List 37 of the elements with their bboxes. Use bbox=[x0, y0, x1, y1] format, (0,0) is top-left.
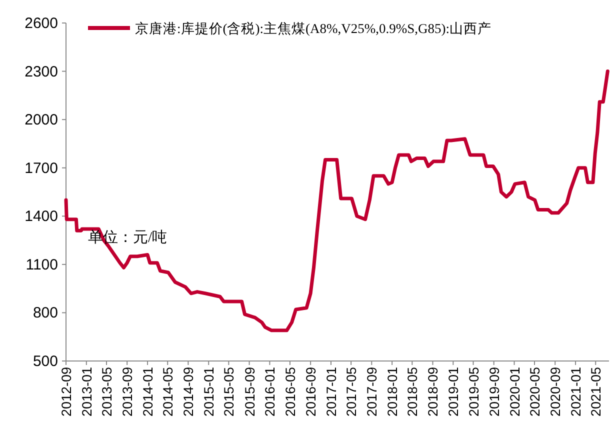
x-tick-label: 2016-01 bbox=[262, 367, 278, 417]
y-tick-label: 2300 bbox=[24, 63, 58, 80]
x-tick-label: 2018-01 bbox=[385, 367, 400, 417]
x-tick-label: 2018-09 bbox=[426, 367, 441, 417]
x-tick-label: 2013-09 bbox=[120, 367, 136, 417]
x-tick-label: 2012-09 bbox=[59, 367, 74, 417]
x-tick-label: 2020-05 bbox=[528, 367, 543, 417]
y-tick-label: 500 bbox=[32, 353, 58, 370]
x-tick-label: 2015-05 bbox=[222, 367, 237, 417]
x-tick-label: 2019-01 bbox=[446, 367, 462, 417]
x-tick-label: 2014-09 bbox=[181, 367, 196, 417]
x-tick-label: 2017-05 bbox=[344, 367, 360, 417]
x-tick-label: 2016-09 bbox=[304, 367, 319, 417]
x-tick-label: 2013-01 bbox=[79, 367, 94, 417]
x-tick-label: 2013-05 bbox=[100, 367, 115, 417]
x-tick-label: 2020-01 bbox=[507, 367, 522, 417]
x-tick-label: 2016-05 bbox=[282, 367, 298, 417]
x-tick-label: 2020-09 bbox=[548, 367, 564, 417]
x-tick-label: 2017-01 bbox=[324, 367, 339, 417]
legend-label: 京唐港:库提价(含税):主焦煤(A8%,V25%,0.9%S,G85):山西产 bbox=[135, 21, 492, 36]
x-tick-label: 2018-05 bbox=[405, 367, 420, 417]
x-tick-label: 2021-05 bbox=[588, 367, 604, 417]
x-tick-label: 2014-01 bbox=[140, 367, 156, 417]
line-series bbox=[64, 70, 610, 332]
y-tick-label: 800 bbox=[32, 304, 58, 322]
x-tick-label: 2019-05 bbox=[466, 367, 482, 417]
x-tick-label: 2015-01 bbox=[202, 367, 217, 417]
y-tick-label: 2600 bbox=[24, 15, 58, 32]
y-tick-label: 1700 bbox=[24, 160, 58, 177]
x-tick-label: 2014-05 bbox=[160, 367, 176, 417]
x-tick-label: 2019-09 bbox=[486, 367, 502, 417]
x-tick-label: 2015-09 bbox=[242, 367, 258, 417]
y-tick-label: 1400 bbox=[24, 208, 58, 226]
x-tick-label: 2021-01 bbox=[568, 367, 584, 417]
y-tick-label: 1100 bbox=[26, 256, 58, 274]
y-tick-label: 2000 bbox=[24, 112, 58, 129]
x-tick-label: 2017-09 bbox=[364, 367, 380, 417]
